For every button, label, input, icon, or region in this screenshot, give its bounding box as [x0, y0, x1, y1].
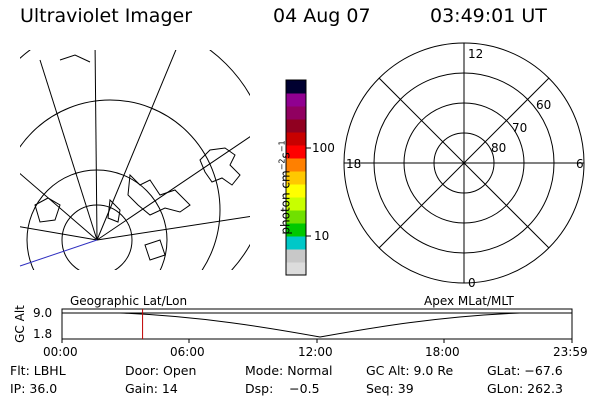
colorbar-unit-label: photon cm−2s−1 — [277, 140, 293, 235]
altitude-panel — [61, 308, 573, 343]
mlt-label-12: 12 — [468, 47, 484, 61]
geographic-map — [20, 50, 250, 270]
filter-info: Flt: LBHL — [10, 363, 66, 378]
color-bar-segment — [286, 80, 306, 94]
x-tick-3: 18:00 — [425, 345, 460, 359]
color-bar-segment — [286, 223, 306, 237]
time-label: 03:49:01 UT — [430, 5, 547, 27]
y-tick-top: 9.0 — [33, 306, 53, 320]
glon-info: GLon: 262.3 — [487, 381, 563, 396]
color-bar-segment — [286, 145, 306, 159]
gc-alt-info: GC Alt: 9.0 Re — [366, 363, 454, 378]
x-tick-0: 00:00 — [43, 345, 78, 359]
apex-title: Apex MLat/MLT — [424, 294, 514, 308]
seq-info: Seq: 39 — [366, 381, 414, 396]
color-bar — [286, 80, 306, 276]
instrument-title: Ultraviolet Imager — [20, 5, 193, 27]
lat-label-80: 80 — [491, 141, 507, 155]
mlt-label-6: 6 — [576, 157, 584, 171]
geographic-title: Geographic Lat/Lon — [70, 294, 188, 308]
x-tick-2: 12:00 — [298, 345, 333, 359]
color-bar-segment — [286, 119, 306, 133]
x-tick-4: 23:59 — [553, 345, 588, 359]
gc-alt-axis-label: GC Alt — [13, 305, 27, 343]
dsp-info: Dsp: −0.5 — [245, 381, 320, 396]
color-bar-segment — [286, 171, 306, 185]
colorbar-tick-100: 100 — [312, 141, 335, 155]
color-bar-segment — [286, 249, 306, 263]
door-info: Door: Open — [125, 363, 197, 378]
y-tick-bottom: 1.8 — [33, 327, 53, 341]
color-bar-frame — [285, 79, 307, 276]
gain-info: Gain: 14 — [125, 381, 178, 396]
color-bar-segment — [286, 210, 306, 224]
x-tick-1: 06:00 — [170, 345, 205, 359]
lat-label-70: 70 — [512, 121, 528, 135]
color-bar-segment — [286, 158, 306, 172]
date-label: 04 Aug 07 — [273, 5, 371, 27]
color-bar-segment — [286, 236, 306, 250]
color-bar-segment — [286, 132, 306, 146]
colorbar-tick-10: 10 — [314, 229, 330, 243]
track-line — [19, 239, 98, 267]
lat-label-60: 60 — [536, 98, 552, 112]
color-bar-segment — [286, 184, 306, 198]
color-bar-segment — [286, 93, 306, 107]
mlt-label-0: 0 — [468, 276, 476, 290]
ip-info: IP: 36.0 — [10, 381, 58, 396]
glat-info: GLat: −67.6 — [487, 363, 563, 378]
color-bar-segment — [286, 197, 306, 211]
color-bar-segment — [286, 106, 306, 120]
mlt-label-18: 18 — [346, 157, 362, 171]
color-bar-segment — [286, 262, 306, 276]
mode-info: Mode: Normal — [245, 363, 333, 378]
polar-plot — [343, 42, 585, 284]
